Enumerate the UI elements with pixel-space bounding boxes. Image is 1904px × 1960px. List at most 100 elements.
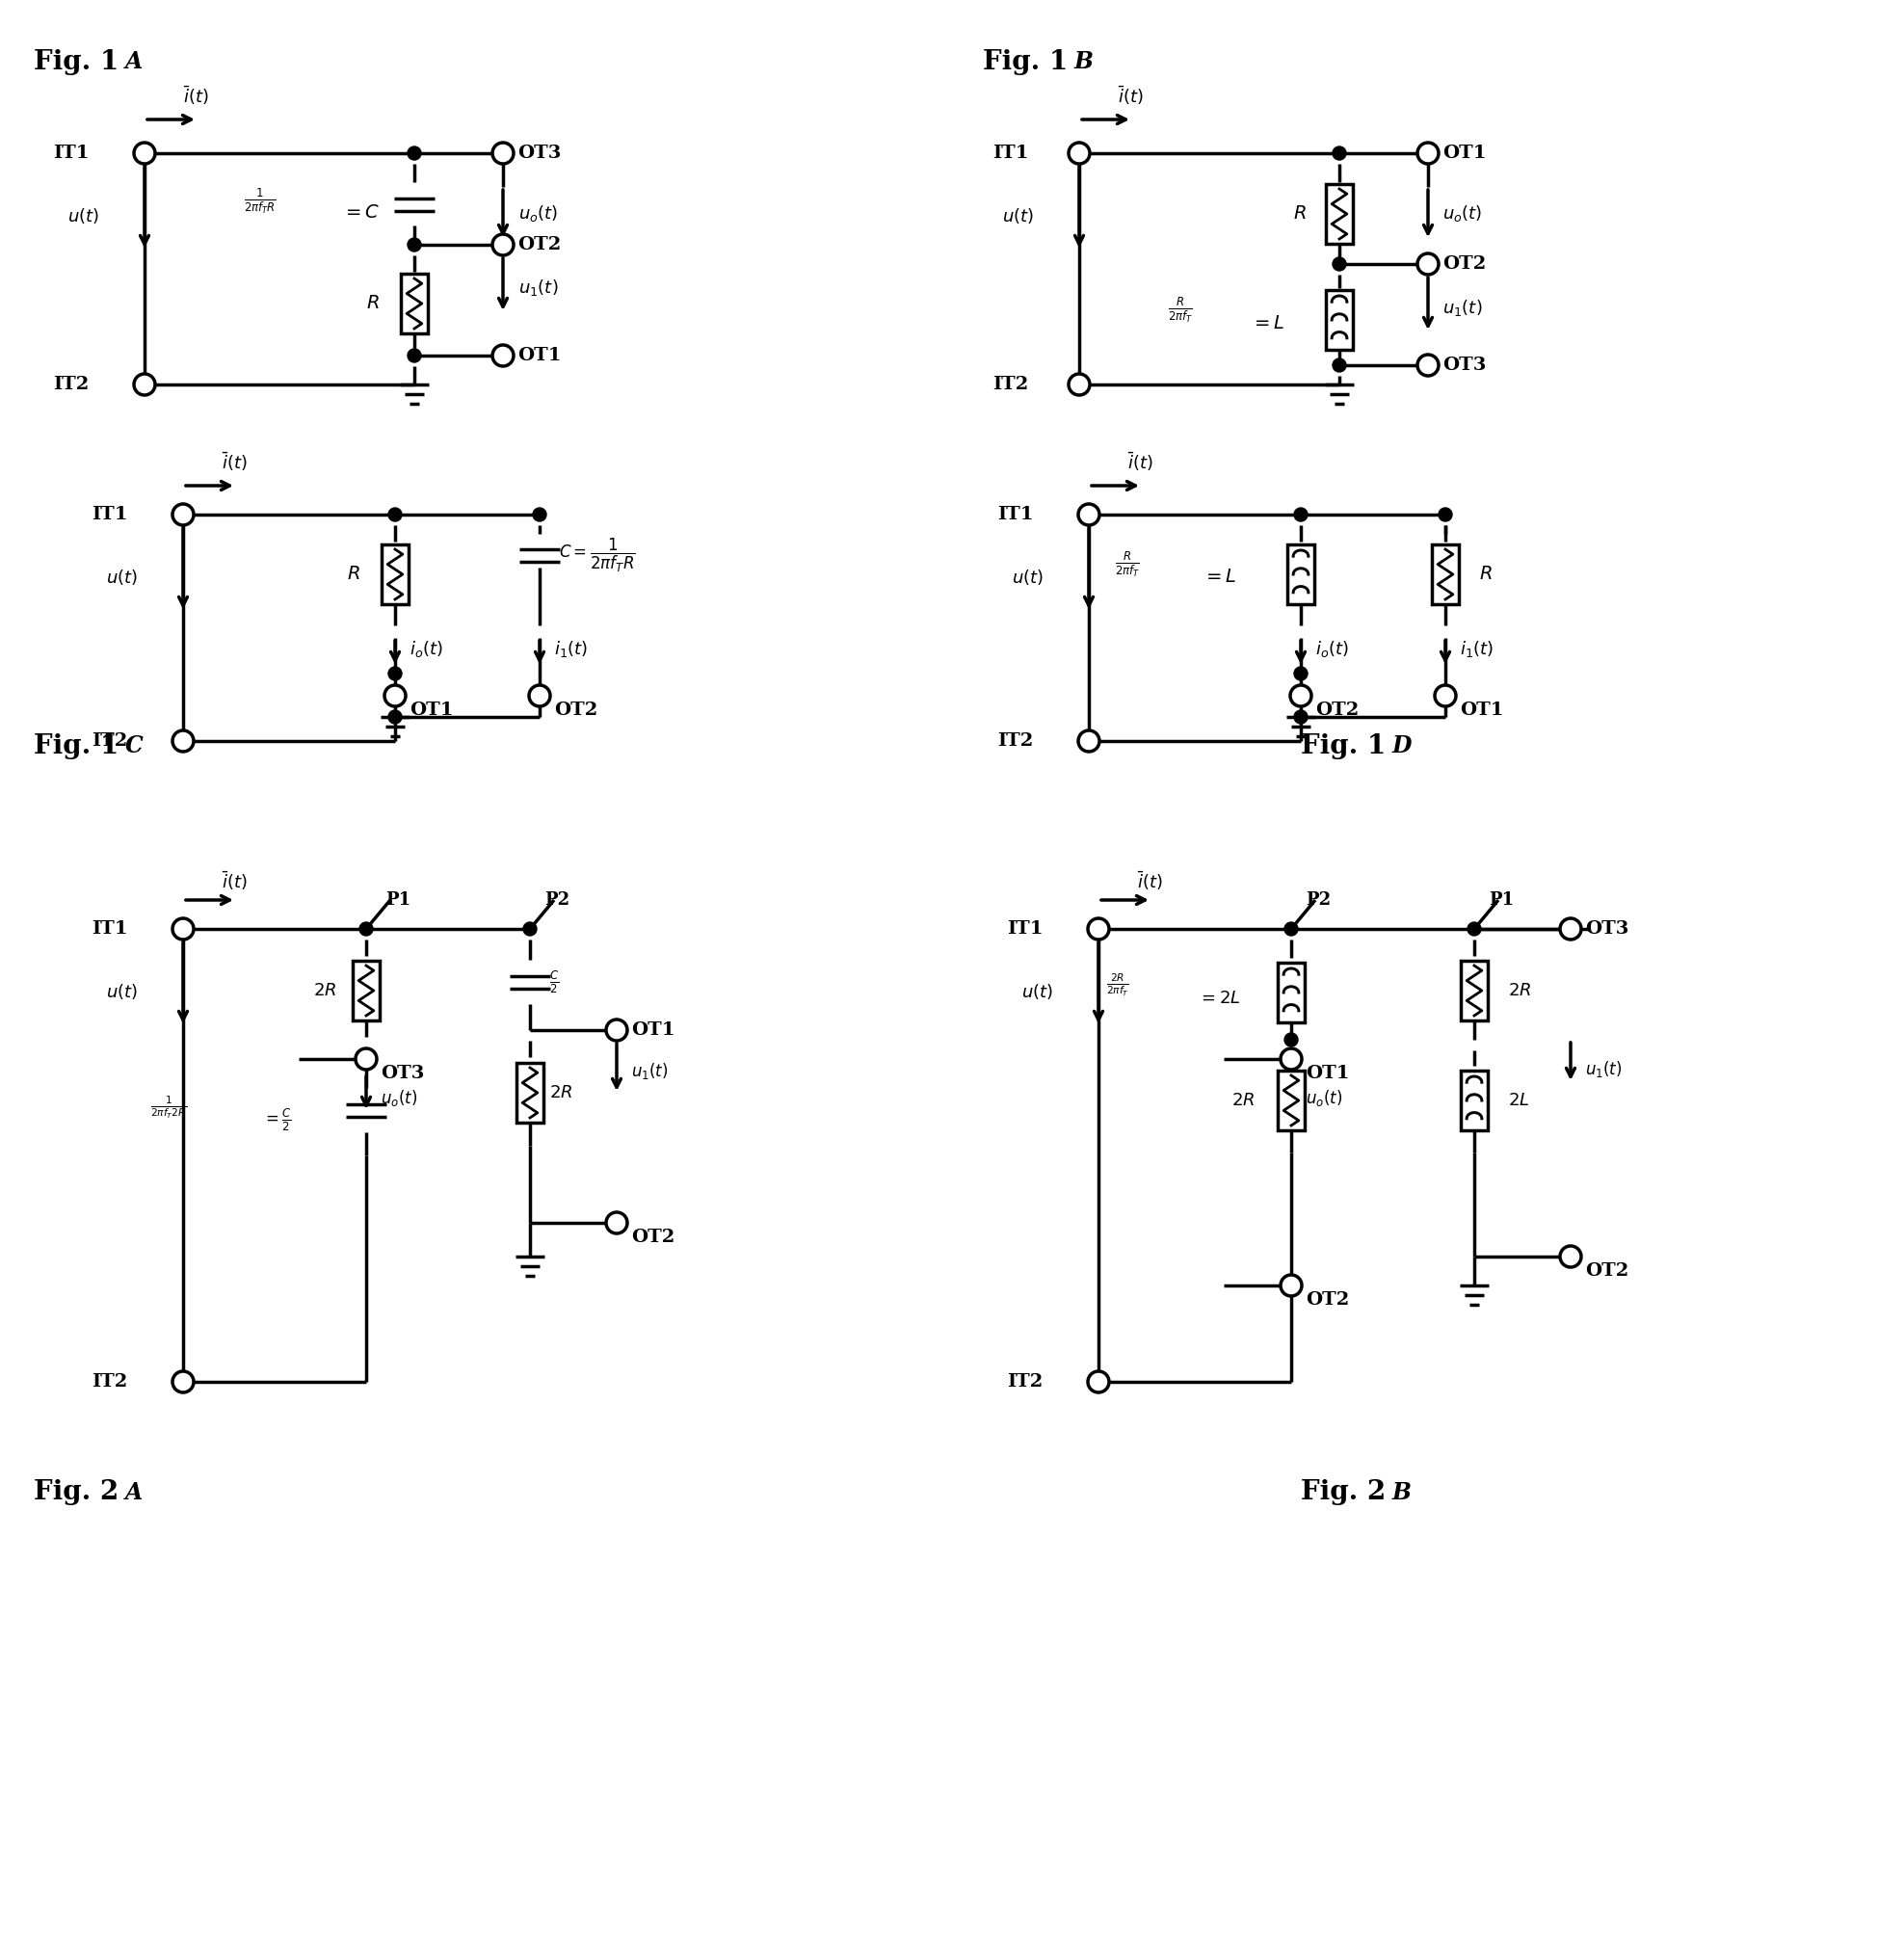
Text: OT2: OT2 — [1306, 1292, 1350, 1309]
Text: $u(t)$: $u(t)$ — [107, 568, 137, 586]
Text: IT1: IT1 — [1007, 921, 1043, 937]
Circle shape — [1068, 143, 1089, 165]
Circle shape — [605, 1019, 626, 1041]
Text: OT2: OT2 — [1443, 255, 1485, 272]
Text: P1: P1 — [1489, 892, 1514, 909]
Circle shape — [407, 237, 421, 251]
Circle shape — [524, 923, 537, 935]
Text: $\frac{1}{2\pi f_T R}$: $\frac{1}{2\pi f_T R}$ — [244, 186, 276, 216]
Text: $C = \dfrac{1}{2\pi f_T R}$: $C = \dfrac{1}{2\pi f_T R}$ — [560, 537, 636, 574]
Text: Fig. 2: Fig. 2 — [34, 1480, 118, 1505]
Text: $u_o(t)$: $u_o(t)$ — [518, 204, 558, 223]
Text: $u(t)$: $u(t)$ — [107, 982, 137, 1002]
Text: C: C — [126, 735, 143, 757]
Text: $\bar{i}(t)$: $\bar{i}(t)$ — [221, 451, 248, 472]
Circle shape — [173, 919, 194, 939]
Circle shape — [493, 345, 514, 367]
Circle shape — [356, 1049, 377, 1070]
Circle shape — [1087, 1372, 1108, 1392]
Circle shape — [1281, 1274, 1302, 1296]
Text: $i_o(t)$: $i_o(t)$ — [409, 639, 444, 661]
Text: $2L$: $2L$ — [1508, 1092, 1529, 1109]
Bar — [1287, 545, 1314, 604]
Circle shape — [1439, 508, 1453, 521]
Text: $= L$: $= L$ — [1203, 568, 1238, 586]
Text: $= 2L$: $= 2L$ — [1198, 990, 1241, 1007]
Text: Fig. 1: Fig. 1 — [34, 49, 118, 74]
Bar — [402, 274, 428, 333]
Text: OT3: OT3 — [1584, 921, 1628, 937]
Text: $\bar{i}(t)$: $\bar{i}(t)$ — [1118, 84, 1142, 106]
Bar — [1432, 545, 1458, 604]
Text: D: D — [1392, 735, 1413, 757]
Text: $= L$: $= L$ — [1251, 316, 1285, 333]
Text: OT3: OT3 — [381, 1064, 425, 1082]
Text: $u_1(t)$: $u_1(t)$ — [630, 1062, 668, 1082]
Text: $u_o(t)$: $u_o(t)$ — [1306, 1088, 1342, 1107]
Circle shape — [1417, 143, 1439, 165]
Circle shape — [1333, 257, 1346, 270]
Text: $R$: $R$ — [366, 294, 379, 312]
Circle shape — [133, 374, 154, 396]
Text: $u(t)$: $u(t)$ — [1002, 206, 1034, 225]
Text: IT1: IT1 — [91, 921, 128, 937]
Circle shape — [1417, 253, 1439, 274]
Text: B: B — [1392, 1482, 1411, 1503]
Text: $\bar{i}(t)$: $\bar{i}(t)$ — [221, 870, 248, 892]
Text: Fig. 1: Fig. 1 — [34, 733, 118, 759]
Text: OT3: OT3 — [518, 145, 562, 163]
Text: $\bar{i}(t)$: $\bar{i}(t)$ — [1137, 870, 1163, 892]
Bar — [381, 545, 409, 604]
Text: $u_o(t)$: $u_o(t)$ — [1443, 204, 1481, 223]
Circle shape — [388, 666, 402, 680]
Bar — [516, 1062, 543, 1123]
Circle shape — [1295, 666, 1308, 680]
Text: IT1: IT1 — [998, 506, 1034, 523]
Text: $\bar{i}(t)$: $\bar{i}(t)$ — [1127, 451, 1154, 472]
Circle shape — [1087, 919, 1108, 939]
Text: $\bar{i}(t)$: $\bar{i}(t)$ — [183, 84, 209, 106]
Text: IT2: IT2 — [1007, 1374, 1043, 1390]
Circle shape — [529, 686, 550, 706]
Text: IT1: IT1 — [992, 145, 1028, 163]
Circle shape — [1285, 1033, 1299, 1047]
Text: IT1: IT1 — [91, 506, 128, 523]
Text: OT2: OT2 — [554, 702, 598, 719]
Text: $2R$: $2R$ — [548, 1084, 573, 1102]
Text: Fig. 2: Fig. 2 — [1300, 1480, 1386, 1505]
Circle shape — [407, 147, 421, 161]
Circle shape — [1068, 374, 1089, 396]
Text: OT2: OT2 — [1316, 702, 1359, 719]
Text: $u_1(t)$: $u_1(t)$ — [1443, 298, 1483, 318]
Text: P1: P1 — [385, 892, 411, 909]
Text: $\frac{R}{2\pi f_T}$: $\frac{R}{2\pi f_T}$ — [1116, 551, 1140, 580]
Text: $i_1(t)$: $i_1(t)$ — [1460, 639, 1493, 661]
Text: $2R$: $2R$ — [1232, 1092, 1255, 1109]
Text: IT1: IT1 — [53, 145, 89, 163]
Text: IT2: IT2 — [992, 376, 1028, 394]
Text: A: A — [126, 51, 143, 73]
Text: OT1: OT1 — [1306, 1064, 1350, 1082]
Text: B: B — [1074, 51, 1093, 73]
Text: $R$: $R$ — [347, 566, 360, 582]
Circle shape — [1295, 508, 1308, 521]
Text: $2R$: $2R$ — [312, 982, 337, 1000]
Bar — [1460, 960, 1487, 1021]
Circle shape — [493, 143, 514, 165]
Circle shape — [1295, 710, 1308, 723]
Text: OT3: OT3 — [1443, 357, 1487, 374]
Text: A: A — [126, 1482, 143, 1503]
Circle shape — [1417, 355, 1439, 376]
Circle shape — [1291, 686, 1312, 706]
Text: $u(t)$: $u(t)$ — [1021, 982, 1053, 1002]
Circle shape — [533, 508, 546, 521]
Text: OT2: OT2 — [1584, 1262, 1628, 1280]
Text: IT2: IT2 — [998, 733, 1034, 749]
Circle shape — [388, 710, 402, 723]
Text: $\frac{R}{2\pi f_T}$: $\frac{R}{2\pi f_T}$ — [1167, 296, 1194, 325]
Text: OT1: OT1 — [409, 702, 453, 719]
Circle shape — [1281, 1049, 1302, 1070]
Circle shape — [1436, 686, 1457, 706]
Circle shape — [360, 923, 373, 935]
Text: OT1: OT1 — [1460, 702, 1504, 719]
